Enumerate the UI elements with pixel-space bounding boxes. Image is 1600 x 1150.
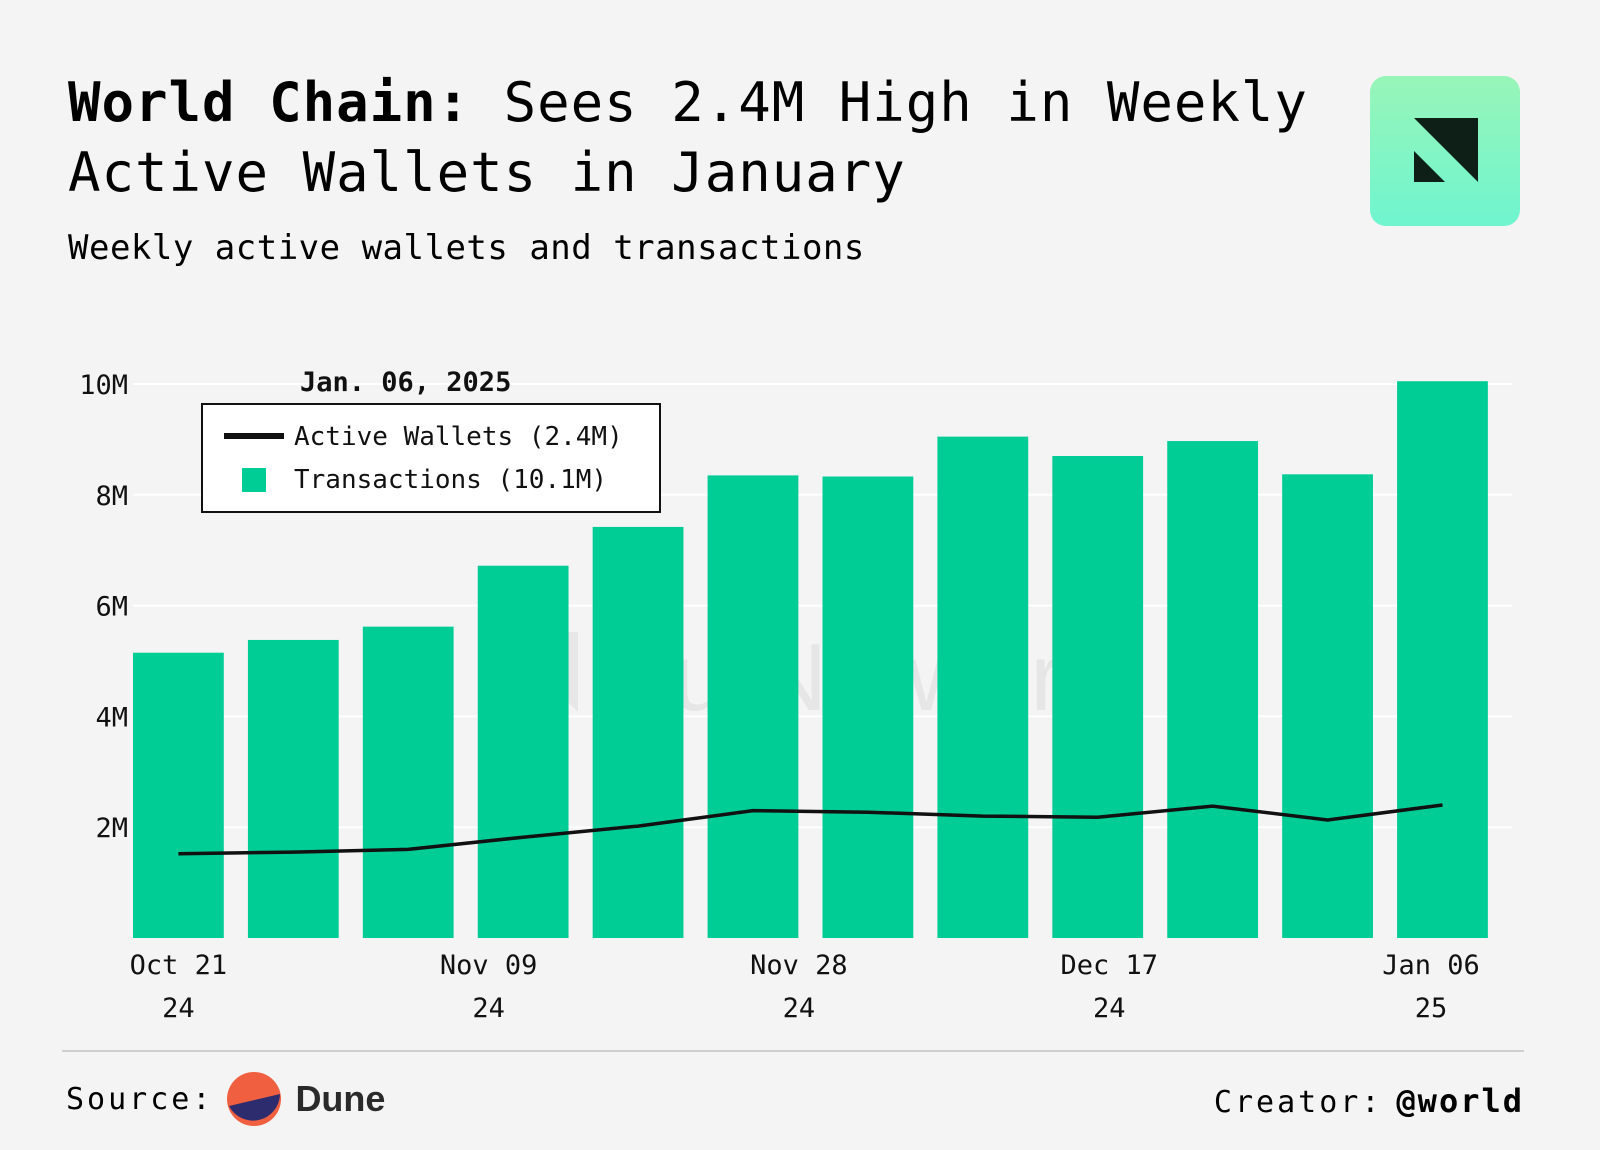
transactions-bar xyxy=(247,639,339,938)
creator-handle: @world xyxy=(1396,1082,1524,1120)
legend-date: Jan. 06, 2025 xyxy=(300,367,511,398)
logo-triangle-upper xyxy=(1414,118,1478,182)
footer-divider xyxy=(62,1050,1524,1052)
x-tick-label: Oct 21 xyxy=(130,950,228,981)
x-tick-label: Nov 09 xyxy=(440,950,538,981)
transactions-bar xyxy=(362,626,454,938)
legend-transactions: Transactions (10.1M) xyxy=(294,465,607,495)
x-tick-label-year: 24 xyxy=(162,993,195,1024)
creator-credit: Creator: @world xyxy=(1214,1082,1524,1120)
source-label: Source: xyxy=(66,1081,214,1117)
chart-title-bold: World Chain: xyxy=(68,71,471,134)
source-name: Dune xyxy=(295,1078,386,1119)
x-tick-label: Jan 06 xyxy=(1382,950,1480,981)
y-tick-label: 6M xyxy=(95,592,128,623)
transactions-bar xyxy=(707,475,799,938)
chart-subtitle: Weekly active wallets and transactions xyxy=(68,228,865,268)
transactions-bar xyxy=(1167,441,1259,938)
transactions-bars xyxy=(133,381,1488,939)
y-tick-label: 4M xyxy=(95,702,128,733)
x-axis-ticks: Oct 21 24 Nov 09 24 Nov 28 24 Dec 17 24 Jan 06 25 xyxy=(130,950,1480,1024)
source-credit: Source: Dune xyxy=(66,1072,385,1126)
chart-title-rest: Sees 2.4M High in Weekly Active Wallets … xyxy=(68,71,1308,204)
transactions-bar xyxy=(1282,474,1373,938)
legend-active-wallets: Active Wallets (2.4M) xyxy=(294,422,623,452)
x-tick-label-year: 24 xyxy=(1093,993,1126,1024)
transactions-bar xyxy=(133,652,224,938)
x-tick-label-year: 24 xyxy=(472,993,505,1024)
legend-bar-swatch xyxy=(240,466,268,494)
ournetwork-logo-icon xyxy=(1370,76,1520,226)
y-tick-label: 2M xyxy=(95,813,128,844)
x-tick-label-year: 24 xyxy=(783,993,816,1024)
transactions-bar xyxy=(477,565,569,938)
x-tick-label: Nov 28 xyxy=(750,950,848,981)
x-tick-label-year: 25 xyxy=(1415,993,1448,1024)
x-tick-label: Dec 17 xyxy=(1060,950,1158,981)
active-wallets-line xyxy=(178,803,1443,856)
legend-box xyxy=(201,403,661,513)
y-axis-ticks: 2M 4M 6M 8M 10M xyxy=(79,370,128,844)
transactions-bar xyxy=(1052,456,1144,938)
dune-logo-icon xyxy=(227,1072,282,1126)
transactions-bar xyxy=(822,476,914,938)
creator-label: Creator: xyxy=(1213,1085,1383,1120)
transactions-bar xyxy=(592,526,684,938)
logo-mark xyxy=(1414,118,1478,182)
logo-triangle-lower xyxy=(1414,151,1445,182)
transactions-bar xyxy=(1397,381,1488,939)
y-tick-label: 8M xyxy=(95,481,128,512)
legend: Jan. 06, 2025 Active Wallets (2.4M) Tran… xyxy=(201,367,661,513)
transactions-bar xyxy=(937,436,1029,938)
y-tick-label: 10M xyxy=(79,370,128,401)
chart-title: World Chain: Sees 2.4M High in Weekly Ac… xyxy=(68,68,1308,208)
